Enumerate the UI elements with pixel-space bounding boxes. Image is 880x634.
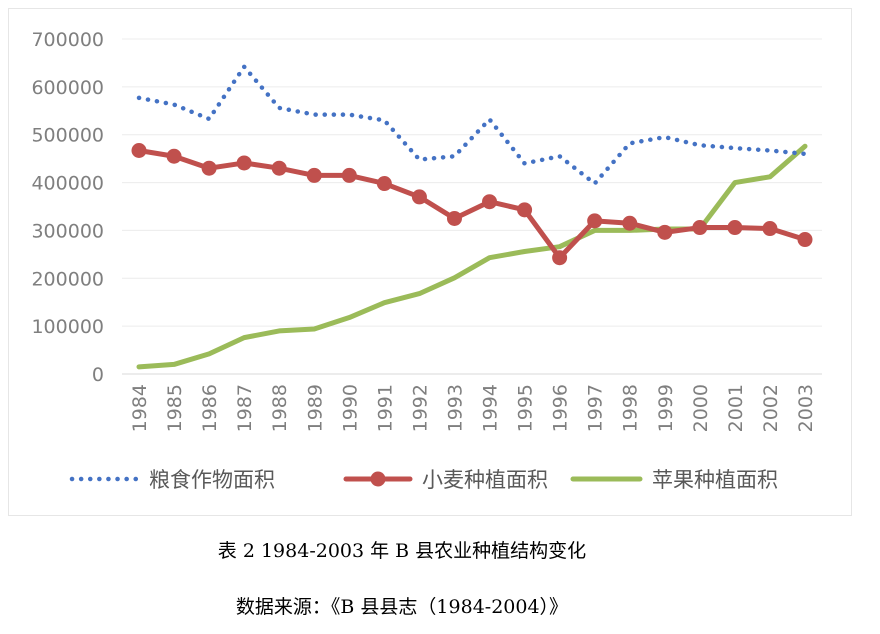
- legend-entry-1: 小麦种植面积: [343, 468, 548, 492]
- data-point: [236, 155, 252, 171]
- data-point: [166, 148, 182, 164]
- chart-frame: [8, 8, 852, 516]
- chart-caption-title: 表 2 1984-2003 年 B 县农业种植结构变化: [217, 540, 587, 562]
- chart-caption-source: 数据来源：《B 县县志（1984-2004）》: [235, 596, 569, 618]
- legend-label: 小麦种植面积: [422, 468, 548, 492]
- data-point: [552, 250, 568, 266]
- data-point: [306, 167, 322, 183]
- series-2: [136, 143, 808, 370]
- data-point: [201, 160, 217, 176]
- series-1: [131, 143, 813, 266]
- x-tick-label: 1992: [409, 384, 431, 432]
- data-point: [376, 176, 392, 192]
- legend-entry-0: 粮食作物面积: [69, 468, 275, 492]
- series-line: [136, 143, 808, 370]
- series-line: [136, 64, 808, 186]
- x-tick-label: 2001: [725, 384, 747, 432]
- series-layer: [131, 64, 813, 370]
- data-point: [797, 232, 813, 248]
- data-point: [271, 160, 287, 176]
- x-tick-label: 2003: [795, 384, 817, 432]
- x-tick-label: 1997: [585, 384, 607, 432]
- x-tick-label: 2000: [690, 384, 712, 432]
- data-point: [482, 194, 498, 210]
- x-axis-ticks: 1984 1985 1986 1987 1988 1989 1990 1991 1992 1993…: [129, 384, 817, 432]
- y-axis-ticks: 700000 600000 500000 400000 300000 200000 1000…: [31, 29, 104, 386]
- series-0: [136, 64, 808, 186]
- data-point: [622, 215, 638, 231]
- x-tick-label: 1996: [550, 384, 572, 432]
- data-point: [762, 221, 778, 237]
- x-tick-label: 1998: [620, 384, 642, 432]
- data-point: [446, 210, 462, 226]
- x-tick-label: 1985: [164, 384, 186, 432]
- x-tick-label: 1995: [515, 384, 537, 432]
- y-tick-label: 300000: [31, 220, 104, 242]
- data-point: [587, 213, 603, 229]
- x-tick-label: 1989: [304, 384, 326, 432]
- x-tick-label: 2002: [760, 384, 782, 432]
- x-tick-label: 1990: [339, 384, 361, 432]
- y-tick-label: 100000: [31, 316, 104, 338]
- legend-marker: [370, 471, 386, 487]
- data-point: [411, 189, 427, 205]
- x-tick-label: 1986: [199, 384, 221, 432]
- data-point: [692, 220, 708, 236]
- x-tick-label: 1984: [129, 384, 151, 432]
- x-tick-label: 1988: [269, 384, 291, 432]
- x-tick-label: 1987: [234, 384, 256, 432]
- x-tick-label: 1999: [655, 384, 677, 432]
- y-tick-label: 400000: [31, 173, 104, 195]
- data-point: [341, 167, 357, 183]
- x-tick-label: 1994: [480, 384, 502, 432]
- data-point: [727, 220, 743, 236]
- x-tick-label: 1991: [374, 384, 396, 432]
- y-tick-label: 600000: [31, 77, 104, 99]
- y-tick-label: 200000: [31, 268, 104, 290]
- data-point: [131, 143, 147, 159]
- y-tick-label: 500000: [31, 125, 104, 147]
- legend: 粮食作物面积 小麦种植面积 苹果种植面积: [69, 468, 778, 492]
- y-tick-label: 0: [92, 364, 104, 386]
- y-tick-label: 700000: [31, 29, 104, 51]
- data-point: [657, 224, 673, 240]
- x-tick-label: 1993: [444, 384, 466, 432]
- legend-label: 粮食作物面积: [149, 468, 275, 492]
- legend-label: 苹果种植面积: [652, 468, 778, 492]
- data-point: [517, 202, 533, 218]
- legend-entry-2: 苹果种植面积: [570, 468, 778, 492]
